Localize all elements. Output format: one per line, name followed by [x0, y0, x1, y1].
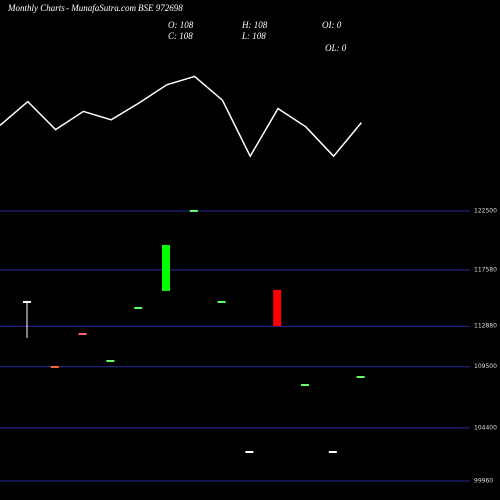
y-tick-label: 104400	[474, 424, 497, 431]
source: - MunafaSutra.com	[66, 3, 136, 13]
candle-body	[23, 300, 31, 303]
candle-body	[162, 244, 170, 291]
y-tick-label: 99960	[474, 478, 493, 485]
candle-body	[328, 450, 337, 453]
candle-body	[189, 209, 198, 212]
open-label: O: 108	[168, 20, 194, 30]
candle-body	[356, 375, 365, 378]
candle-body	[273, 289, 282, 326]
candle-body	[134, 306, 143, 309]
y-tick-label: 122500	[474, 208, 497, 215]
indicator-line	[0, 75, 362, 158]
candle-body	[245, 450, 254, 453]
y-tick-label: 117580	[474, 266, 497, 273]
oi-label: OI: 0	[322, 20, 342, 30]
low-label: L: 108	[241, 31, 266, 41]
chart-title: Monthly Charts	[7, 3, 65, 13]
candle-body	[78, 332, 87, 335]
candle-body	[217, 300, 226, 303]
y-tick-label: 112880	[474, 323, 497, 330]
symbol: BSE 972698	[138, 3, 183, 13]
candle-body	[106, 359, 115, 362]
y-tick-label: 109500	[474, 363, 497, 370]
close-label: C: 108	[168, 31, 193, 41]
high-label: H: 108	[241, 20, 268, 30]
ol-label: OL: 0	[325, 43, 347, 53]
candle-body	[50, 365, 59, 368]
candle-body	[301, 383, 309, 386]
